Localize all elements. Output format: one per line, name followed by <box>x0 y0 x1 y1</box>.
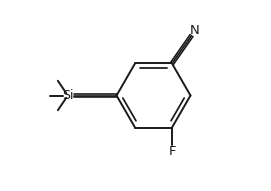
Text: N: N <box>190 24 200 37</box>
Text: Si: Si <box>62 89 74 102</box>
Text: F: F <box>168 145 176 158</box>
